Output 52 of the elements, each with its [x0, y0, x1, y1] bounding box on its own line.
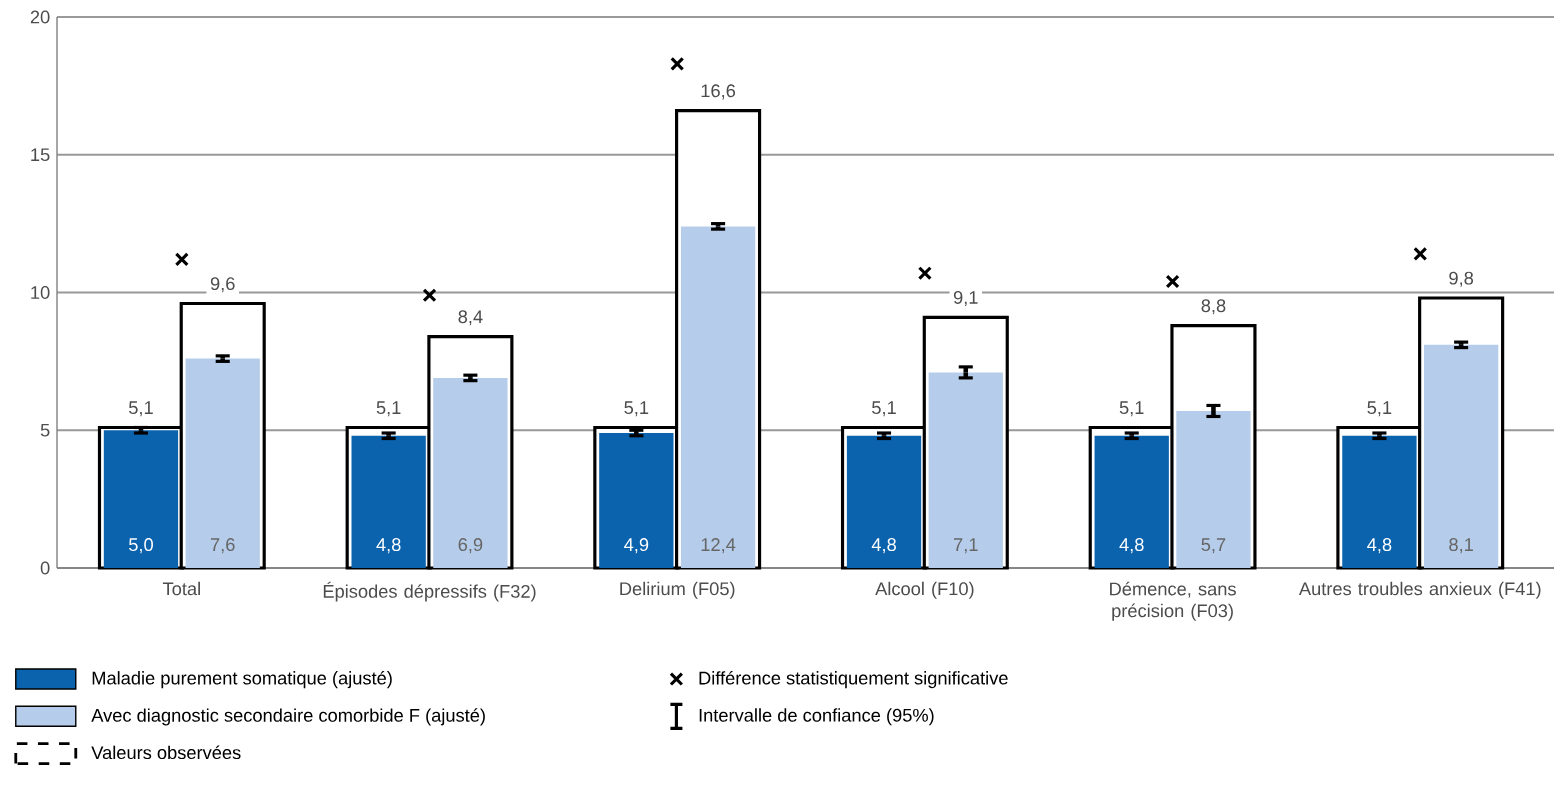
data-label: 12,4: [701, 538, 736, 554]
legend-label: Avec diagnostic secondaire comorbide F (ajusté): [91, 708, 485, 726]
y-tick-label: 10: [31, 286, 50, 299]
legend-label: Différence statistiquement significative: [699, 670, 1008, 689]
x-tick-label: Delirium (F05): [620, 581, 735, 599]
data-label: 5,1: [1119, 401, 1144, 417]
data-label: 5,7: [1201, 538, 1226, 554]
bar: [680, 226, 756, 568]
point: [670, 56, 685, 71]
data-label: 7,1: [954, 538, 978, 554]
point: [422, 288, 437, 303]
data-label: 6,9: [458, 538, 483, 554]
data-label: 9,6: [210, 277, 235, 293]
x-tick-label: Épisodes dépressifs (F32): [323, 581, 536, 602]
legend-label: Valeurs observées: [91, 745, 241, 760]
bar: [185, 358, 260, 568]
data-label: 8,1: [1449, 538, 1473, 554]
point: [917, 266, 932, 281]
y-tick-label: 5: [40, 423, 50, 437]
data-label: 5,1: [1367, 401, 1392, 417]
data-label: 8,8: [1201, 299, 1226, 315]
data-label: 5,1: [872, 401, 896, 417]
data-label: 9,8: [1449, 271, 1474, 287]
data-label: 9,1: [953, 290, 978, 307]
data-label: 8,4: [458, 310, 483, 326]
data-label: 5,1: [376, 401, 401, 417]
data-label: 16,6: [701, 84, 736, 100]
data-label: 5,1: [624, 401, 649, 417]
text: Intervalle de confiance (95%): [699, 708, 934, 726]
point: [1165, 274, 1180, 289]
point: [174, 252, 189, 267]
y-tick-label: 0: [40, 561, 50, 575]
x-tick-label: Total: [162, 581, 200, 596]
x-tick-label: Démence, sans précision (F03): [1110, 581, 1236, 621]
data-label: 5,1: [128, 401, 153, 417]
y-tick-label: 20: [30, 10, 50, 24]
x-tick-label: Autres troubles anxieux (F41): [1298, 581, 1541, 599]
data-label: 4,8: [871, 538, 896, 554]
y-tick-label: 15: [31, 148, 50, 162]
legend-label: Maladie purement somatique (ajusté): [92, 670, 392, 689]
x-tick-label: Alcool (F10): [875, 581, 974, 599]
data-label: 4,9: [624, 538, 649, 554]
bar: [1176, 410, 1251, 568]
data-label: 4,8: [1119, 538, 1144, 554]
data-label: 4,8: [376, 538, 401, 554]
bar: [1423, 344, 1499, 568]
bar: [433, 377, 508, 568]
data-label: 4,8: [1367, 538, 1392, 554]
data-label: 7,6: [210, 538, 235, 554]
point: [1413, 246, 1428, 261]
bar: [928, 372, 1003, 568]
data-label: 5,0: [128, 538, 153, 554]
